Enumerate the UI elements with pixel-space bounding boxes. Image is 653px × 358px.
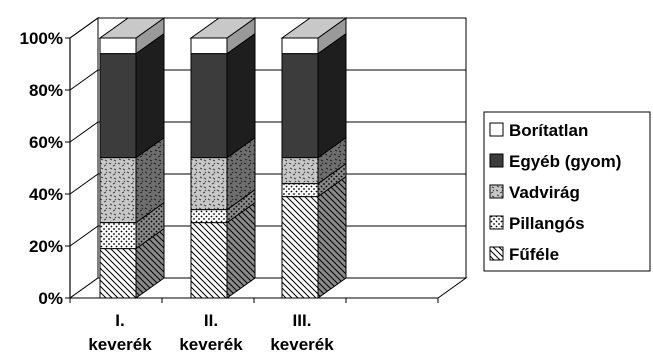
left-wall bbox=[69, 17, 99, 299]
y-tick-label: 0% bbox=[38, 289, 63, 308]
bar-segment-front bbox=[281, 196, 319, 299]
y-tick-label: 100% bbox=[20, 29, 63, 48]
legend-label: Pillangós bbox=[509, 214, 585, 233]
legend-label: Fűféle bbox=[509, 245, 559, 264]
category-label: III. bbox=[293, 311, 312, 330]
legend-label: Vadvirág bbox=[509, 183, 580, 202]
bar-segment-front bbox=[190, 222, 228, 299]
y-tick-label: 60% bbox=[29, 133, 63, 152]
bar-segment-front bbox=[99, 222, 137, 250]
category-label: keverék bbox=[179, 335, 243, 354]
bar-segment-side bbox=[317, 32, 347, 159]
bar-segment-front bbox=[190, 209, 228, 224]
legend-label: Egyéb (gyom) bbox=[509, 152, 621, 171]
bar-segment-front bbox=[99, 37, 137, 55]
bar-segment-front bbox=[99, 157, 137, 224]
legend-label: Borítatlan bbox=[509, 121, 588, 140]
bar-segment-side bbox=[317, 175, 347, 299]
y-tick-label: 40% bbox=[29, 185, 63, 204]
category-label: keverék bbox=[270, 335, 334, 354]
bar-segment-front bbox=[190, 53, 228, 159]
category-label: I. bbox=[115, 311, 124, 330]
bar-segment-side bbox=[226, 32, 256, 159]
bar-segment-front bbox=[190, 157, 228, 211]
y-tick-label: 20% bbox=[29, 237, 63, 256]
bar-segment-front bbox=[281, 53, 319, 159]
bar-top bbox=[189, 17, 257, 39]
bar-segment-front bbox=[190, 37, 228, 55]
legend-swatch bbox=[489, 153, 504, 168]
bar-segment-side bbox=[135, 32, 165, 159]
bar-top bbox=[280, 17, 348, 39]
legend-swatch bbox=[489, 215, 504, 230]
bar-segment-front bbox=[281, 183, 319, 198]
category-label: keverék bbox=[88, 335, 152, 354]
bar-top bbox=[98, 17, 166, 39]
legend-swatch bbox=[489, 122, 504, 137]
bar-segment-front bbox=[99, 248, 137, 299]
category-label: II. bbox=[204, 311, 218, 330]
bar-segment-front bbox=[281, 37, 319, 55]
bar-segment-front bbox=[281, 157, 319, 185]
legend-swatch bbox=[489, 246, 504, 261]
legend-box bbox=[483, 111, 651, 272]
y-tick-label: 80% bbox=[29, 81, 63, 100]
bar-segment-front bbox=[99, 53, 137, 159]
legend-swatch bbox=[489, 184, 504, 199]
